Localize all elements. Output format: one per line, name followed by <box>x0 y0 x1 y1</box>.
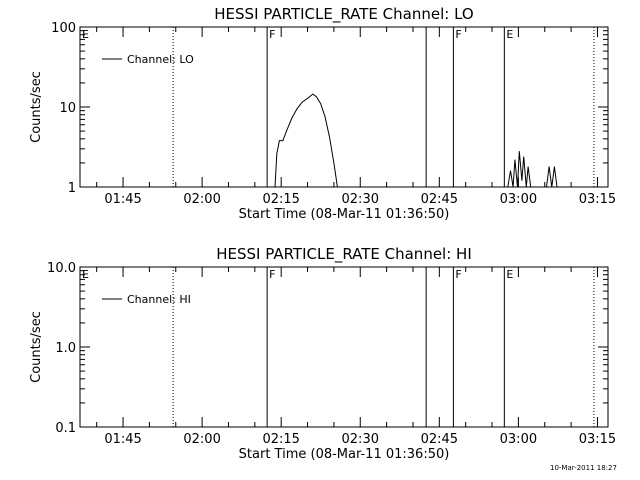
panel-2-x-axis-label: Start Time (08-Mar-11 01:36:50) <box>239 447 450 462</box>
panel-2-x-tick-label: 02:00 <box>183 432 220 447</box>
panel-2-x-tick-label: 02:30 <box>342 432 379 447</box>
panel-1-y-tick-label: 1 <box>68 181 76 196</box>
panel-1-series-line-2 <box>507 151 532 188</box>
panel-1-legend-label: Channel: LO <box>127 53 194 66</box>
panel-1-x-tick-label: 02:45 <box>421 192 458 207</box>
panel-2-y-tick-label: 1.0 <box>55 341 76 356</box>
panel-1-x-tick-label: 03:00 <box>500 192 537 207</box>
panel-2-y-axis-label: Counts/sec <box>29 311 44 383</box>
panel-2-x-tick-label: 03:00 <box>500 432 537 447</box>
panel-2-marker-label: E <box>506 268 513 281</box>
panel-1-marker-label: F <box>269 28 275 41</box>
panel-2-x-tick-label: 01:45 <box>104 432 141 447</box>
panel-1-title: HESSI PARTICLE_RATE Channel: LO <box>214 5 473 24</box>
panel-2-x-tick-label: 03:15 <box>579 432 616 447</box>
panel-2-y-tick-label: 10.0 <box>47 261 76 276</box>
panel-2-y-tick-label: 0.1 <box>55 421 76 436</box>
panel-1-x-tick-label: 02:00 <box>183 192 220 207</box>
panel-1-x-tick-label: 01:45 <box>104 192 141 207</box>
panel-1-y-axis-label: Counts/sec <box>29 71 44 143</box>
panel-1-series-line-3 <box>546 166 558 188</box>
panel-1-marker-label: E <box>506 28 513 41</box>
panel-1-plot-frame <box>79 26 609 188</box>
panel-1-x-tick-label: 02:30 <box>342 192 379 207</box>
panel-2-legend-label: Channel: HI <box>127 293 191 306</box>
panel-2-marker-label: F <box>455 268 461 281</box>
panel-2-title: HESSI PARTICLE_RATE Channel: HI <box>216 245 472 264</box>
panel-2-x-tick-label: 02:15 <box>262 432 299 447</box>
panel-2-corner-label: E <box>82 268 89 281</box>
panel-2-plot-frame <box>79 266 609 428</box>
footer-timestamp: 10-Mar-2011 18:27 <box>550 464 617 472</box>
panel-1-y-tick-label: 100 <box>51 21 76 36</box>
panel-2-x-tick-label: 02:45 <box>421 432 458 447</box>
panel-1-y-tick-label: 10 <box>59 101 76 116</box>
panel-1-marker-label: F <box>455 28 461 41</box>
panel-2-marker-label: F <box>269 268 275 281</box>
panel-1-x-tick-label: 02:15 <box>262 192 299 207</box>
panel-1-series-line-1 <box>274 93 338 188</box>
panel-1-x-tick-label: 03:15 <box>579 192 616 207</box>
panel-1-corner-label: E <box>82 28 89 41</box>
panel-1-x-axis-label: Start Time (08-Mar-11 01:36:50) <box>239 207 450 222</box>
